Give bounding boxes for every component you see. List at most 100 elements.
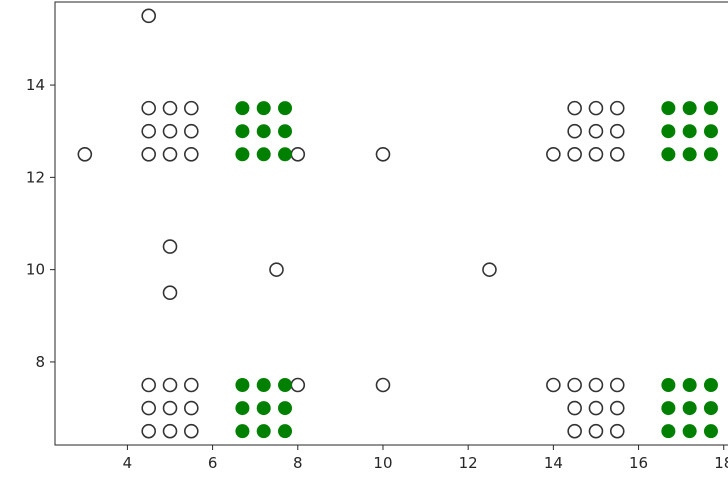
green-point (256, 424, 271, 439)
green-point (682, 124, 697, 139)
green-point (278, 101, 293, 116)
green-point (682, 147, 697, 162)
hollow-point (482, 262, 497, 277)
green-point (703, 147, 718, 162)
green-point (661, 378, 676, 393)
green-point (661, 124, 676, 139)
x-tick-label: 10 (373, 454, 392, 472)
hollow-point (588, 377, 604, 393)
hollow-point (162, 123, 178, 139)
hollow-point (184, 123, 199, 139)
hollow-point (290, 146, 306, 162)
hollow-point (567, 146, 582, 162)
green-point (235, 101, 250, 116)
hollow-point (141, 377, 157, 393)
hollow-point (184, 400, 199, 416)
green-point (256, 401, 271, 416)
y-tick-label: 14 (26, 76, 45, 94)
hollow-point (588, 100, 604, 116)
green-point (235, 401, 250, 416)
green-point (682, 101, 697, 116)
y-axis: 8 10 12 14 (26, 76, 55, 371)
green-point (278, 147, 293, 162)
hollow-point (546, 377, 561, 393)
green-point (256, 147, 271, 162)
x-tick-label: 8 (293, 454, 303, 472)
hollow-point (141, 100, 157, 116)
green-point (278, 124, 293, 139)
green-point (235, 147, 250, 162)
hollow-point (588, 400, 604, 416)
y-tick-label: 12 (26, 168, 45, 186)
green-point (278, 424, 293, 439)
x-tick-label: 4 (123, 454, 133, 472)
hollow-point (588, 146, 604, 162)
green-point (235, 378, 250, 393)
green-point (661, 147, 676, 162)
hollow-point (290, 377, 306, 393)
green-point (703, 101, 718, 116)
hollow-point (141, 400, 157, 416)
green-point (278, 401, 293, 416)
green-point (661, 424, 676, 439)
green-point (256, 124, 271, 139)
hollow-point (588, 423, 604, 439)
green-point (661, 401, 676, 416)
hollow-point (567, 123, 582, 139)
green-point (256, 378, 271, 393)
hollow-point (184, 423, 199, 439)
hollow-point (375, 377, 391, 393)
hollow-point (141, 423, 157, 439)
x-tick-label: 14 (544, 454, 563, 472)
hollow-point (375, 146, 391, 162)
green-point (661, 101, 676, 116)
hollow-point (162, 100, 178, 116)
green-point (235, 124, 250, 139)
green-point (256, 101, 271, 116)
x-tick-label: 18 (714, 454, 728, 472)
hollow-point (141, 123, 157, 139)
data-points (77, 8, 718, 439)
x-axis: 4 6 8 10 12 14 16 18 (123, 445, 728, 472)
green-point (703, 378, 718, 393)
x-tick-label: 6 (208, 454, 218, 472)
green-point (235, 424, 250, 439)
hollow-point (162, 285, 178, 301)
hollow-point (588, 123, 604, 139)
hollow-point (141, 146, 157, 162)
green-point (703, 401, 718, 416)
hollow-point (269, 262, 284, 277)
hollow-point (141, 8, 157, 24)
hollow-point (609, 100, 625, 116)
green-point (682, 424, 697, 439)
hollow-point (567, 100, 582, 116)
hollow-point (567, 400, 582, 416)
hollow-point (162, 239, 178, 254)
hollow-point (162, 400, 178, 416)
hollow-point (609, 423, 625, 439)
hollow-point (184, 146, 199, 162)
hollow-point (162, 423, 178, 439)
hollow-point (546, 146, 561, 162)
green-point (278, 378, 293, 393)
hollow-point (609, 400, 625, 416)
x-tick-label: 16 (629, 454, 648, 472)
hollow-point (609, 377, 625, 393)
hollow-point (609, 123, 625, 139)
y-tick-label: 10 (26, 261, 45, 279)
green-point (682, 401, 697, 416)
hollow-point (184, 377, 199, 393)
hollow-point (567, 423, 582, 439)
y-tick-label: 8 (35, 353, 45, 371)
hollow-point (77, 146, 93, 162)
green-point (703, 124, 718, 139)
hollow-point (609, 146, 625, 162)
axes-frame (54, 1, 728, 446)
hollow-point (184, 100, 199, 116)
x-tick-label: 12 (459, 454, 478, 472)
green-point (682, 378, 697, 393)
hollow-point (162, 377, 178, 393)
hollow-point (162, 146, 178, 162)
